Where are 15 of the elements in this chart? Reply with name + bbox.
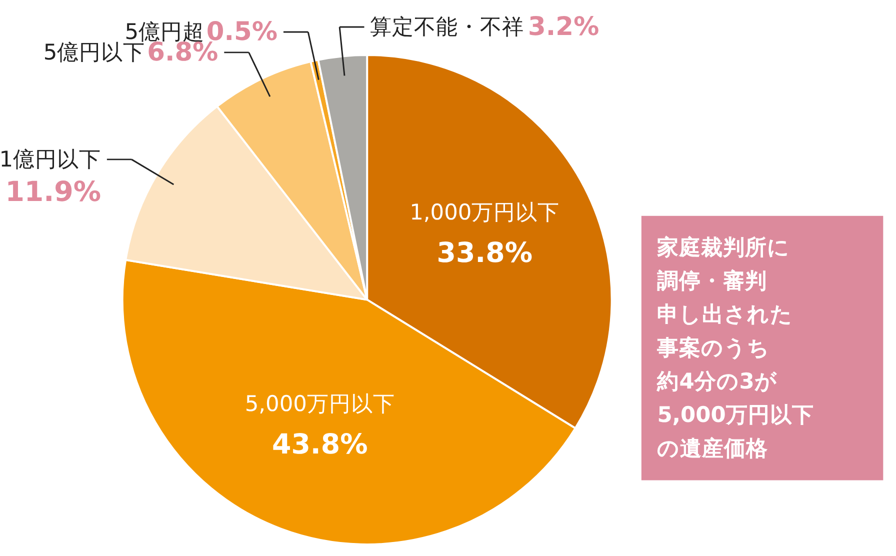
data-label: 43.8% bbox=[272, 427, 368, 460]
slice-label: 5,000万円以下 bbox=[244, 392, 395, 417]
text: 調停・審判 bbox=[657, 268, 768, 294]
text: 事案のうち bbox=[656, 334, 770, 361]
text: 5,000万円以下 bbox=[657, 403, 814, 428]
text: 家庭裁判所に bbox=[656, 234, 790, 260]
data-label: 11.9% bbox=[5, 174, 102, 208]
text: の遺産価格 bbox=[657, 436, 770, 462]
text: 約4分の3が bbox=[656, 370, 778, 395]
data-label: 3.2% bbox=[528, 12, 600, 42]
slice-label: 算定不能・不祥 bbox=[370, 14, 524, 40]
data-label: 33.8% bbox=[436, 236, 533, 269]
slice-label: 1,000万円以下 bbox=[410, 200, 560, 226]
slice-label: 1億円以下 bbox=[0, 147, 102, 172]
text: 申し出された bbox=[657, 302, 794, 328]
